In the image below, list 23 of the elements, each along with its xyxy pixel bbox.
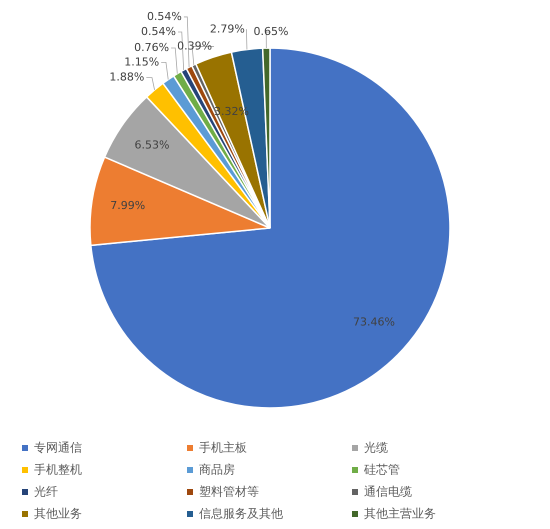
data-label: 1.15% xyxy=(124,55,160,68)
data-label: 7.99% xyxy=(110,198,146,212)
data-label: 73.46% xyxy=(352,315,395,328)
data-label: 2.79% xyxy=(210,22,245,36)
legend-label: 其他业务 xyxy=(34,506,82,520)
data-label: 0.39% xyxy=(177,39,212,52)
legend-label: 手机主板 xyxy=(199,440,247,454)
legend-label: 手机整机 xyxy=(34,462,82,476)
data-label: 0.54% xyxy=(146,10,182,23)
data-label: 6.53% xyxy=(134,138,170,152)
data-label: 0.54% xyxy=(141,25,176,38)
legend-label: 硅芯管 xyxy=(363,462,400,476)
data-label: 0.65% xyxy=(254,25,288,38)
data-label: 0.76% xyxy=(134,40,170,54)
legend-label: 光缆 xyxy=(364,440,388,454)
legend-label: 塑料管材等 xyxy=(199,484,259,498)
legend-label: 信息服务及其他 xyxy=(199,506,283,520)
data-label: 1.88% xyxy=(109,70,144,84)
legend-label: 其他主营业务 xyxy=(364,506,436,520)
legend-label: 通信电缆 xyxy=(364,484,412,498)
legend-label: 商品房 xyxy=(199,462,235,476)
legend-label: 专网通信 xyxy=(34,440,82,454)
legend-label: 光纤 xyxy=(34,484,58,498)
